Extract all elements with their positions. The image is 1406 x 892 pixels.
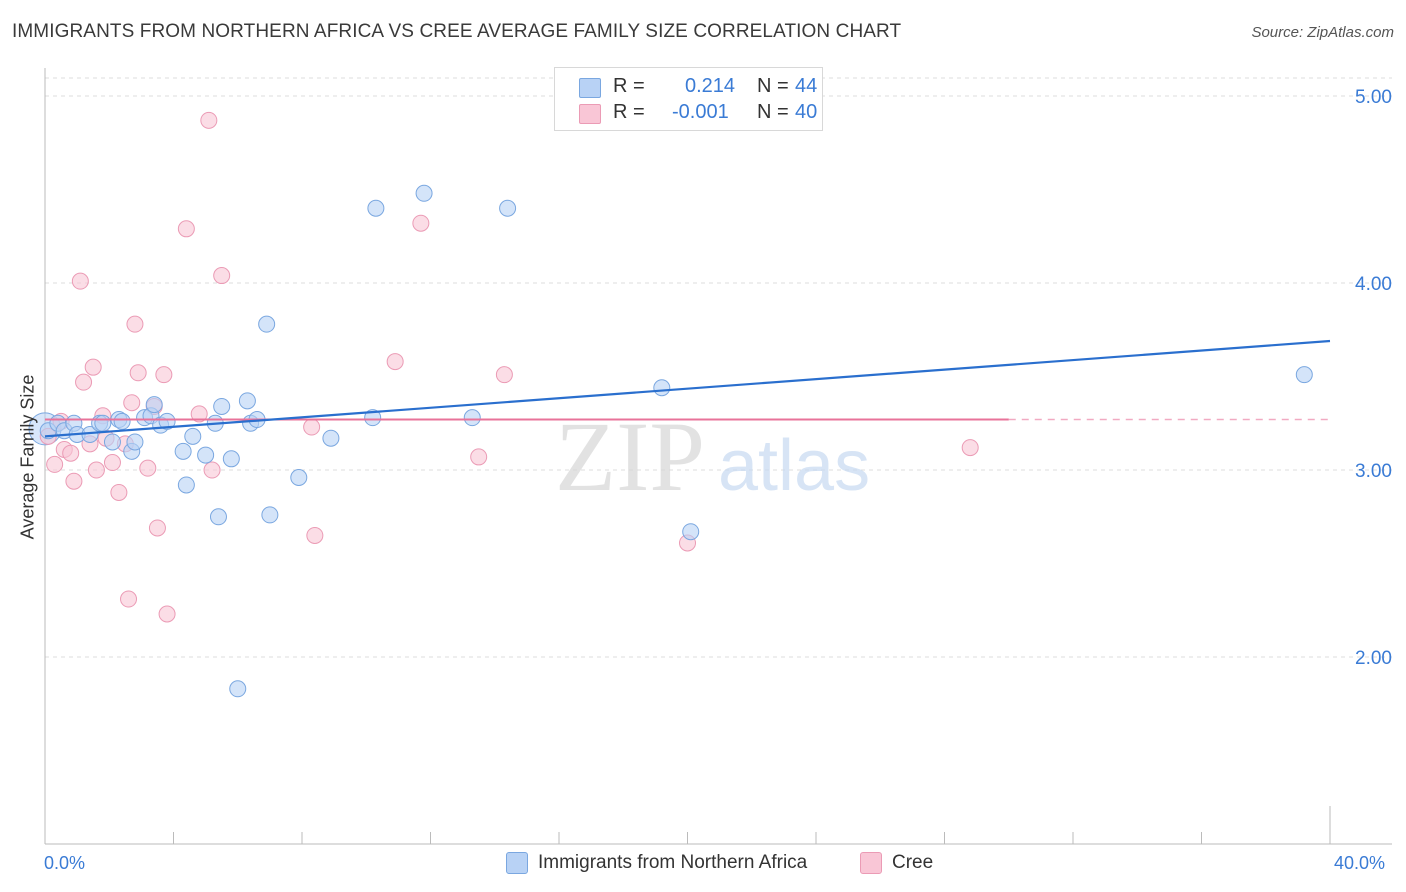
correlation-legend: R = 0.214 N = 44 R = -0.001 N = 40 <box>554 67 823 131</box>
n-label: N = <box>757 75 789 97</box>
immigrants-point <box>197 446 215 464</box>
immigrants-point <box>261 506 279 524</box>
cree-point <box>203 461 221 479</box>
y-tick-label: 5.00 <box>1355 87 1392 108</box>
immigrants-point <box>415 184 433 202</box>
chart-title: IMMIGRANTS FROM NORTHERN AFRICA VS CREE … <box>12 21 902 42</box>
cree-point <box>84 358 102 376</box>
y-tick-label: 2.00 <box>1355 648 1392 669</box>
immigrants-point <box>222 450 240 468</box>
cree-point <box>190 405 208 423</box>
watermark-atlas: atlas <box>718 426 870 506</box>
immigrants-point <box>463 409 481 427</box>
cree-point <box>303 418 321 436</box>
x-tick-label-min: 0.0% <box>44 853 86 873</box>
n-value: 44 <box>795 75 818 97</box>
y-tick-label: 4.00 <box>1355 274 1392 295</box>
immigrants-point <box>1295 366 1313 384</box>
legend-label-cree: Cree <box>892 852 934 873</box>
cree-point <box>177 220 195 238</box>
cree-point <box>123 394 141 412</box>
cree-point <box>46 455 64 473</box>
immigrants-point <box>258 315 276 333</box>
cree-point <box>75 373 93 391</box>
cree-point <box>103 454 121 472</box>
immigrants-trend-line <box>44 339 1331 438</box>
immigrants-point <box>322 429 340 447</box>
cree-point <box>129 364 147 382</box>
y-axis-label: Average Family Size <box>17 374 38 540</box>
cree-point <box>126 315 144 333</box>
legend-swatch-pink <box>579 104 601 124</box>
immigrants-point <box>174 442 192 460</box>
cree-point <box>158 605 176 623</box>
r-value: 0.214 <box>685 75 736 97</box>
cree-point <box>65 472 83 490</box>
n-label: N = <box>757 101 789 123</box>
immigrants-point <box>499 199 517 217</box>
chart-source: Source: ZipAtlas.com <box>1251 24 1394 41</box>
immigrants-point <box>213 397 231 415</box>
cree-point <box>139 459 157 477</box>
cree-point <box>386 353 404 371</box>
immigrants-point <box>209 508 227 526</box>
immigrants-point <box>177 476 195 494</box>
n-value: 40 <box>795 101 818 123</box>
cree-point <box>62 444 80 462</box>
legend-swatch-immigrants <box>506 852 528 874</box>
immigrants-point <box>238 392 256 410</box>
cree-point <box>148 519 166 537</box>
cree-point <box>155 366 173 384</box>
cree-point <box>412 214 430 232</box>
cree-point <box>87 461 105 479</box>
immigrants-point <box>682 523 700 541</box>
immigrants-point <box>364 409 382 427</box>
immigrants-point <box>290 469 308 487</box>
cree-point <box>120 590 138 608</box>
cree-point <box>495 366 513 384</box>
immigrants-point <box>126 433 144 451</box>
immigrants-point <box>113 412 131 430</box>
immigrants-point <box>145 396 163 414</box>
cree-point <box>71 272 89 290</box>
immigrants-point <box>367 199 385 217</box>
cree-point <box>470 448 488 466</box>
cree-point <box>306 526 324 544</box>
immigrants-point <box>653 379 671 397</box>
immigrants-point <box>94 414 112 432</box>
y-tick-label: 3.00 <box>1355 461 1392 482</box>
legend-label-immigrants: Immigrants from Northern Africa <box>538 852 808 873</box>
legend-swatch-cree <box>860 852 882 874</box>
legend-swatch-blue <box>579 78 601 98</box>
cree-point <box>213 267 231 285</box>
r-value: -0.001 <box>672 101 729 123</box>
immigrants-point <box>229 680 247 698</box>
r-label: R = <box>613 101 645 123</box>
cree-point <box>961 439 979 457</box>
immigrants-point <box>103 433 121 451</box>
immigrants-point <box>158 412 176 430</box>
watermark-zip: ZIP <box>555 401 705 512</box>
x-tick-label-max: 40.0% <box>1334 853 1386 873</box>
immigrants-point <box>184 427 202 445</box>
r-label: R = <box>613 75 645 97</box>
cree-point <box>200 111 218 129</box>
cree-point <box>110 483 128 501</box>
